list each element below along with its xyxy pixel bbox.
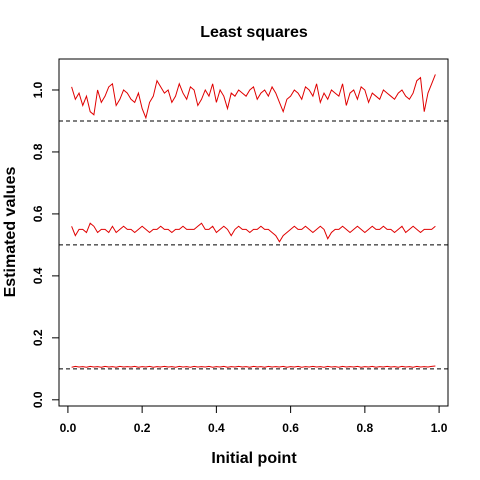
series-line-0 [71, 74, 436, 120]
x-tick-label: 0.0 [60, 421, 77, 435]
series-line-1 [71, 222, 436, 243]
x-tick-label: 0.2 [134, 421, 151, 435]
y-tick-label: 0.8 [31, 143, 45, 160]
chart-title: Least squares [200, 24, 308, 41]
y-tick-label: 0.2 [31, 329, 45, 346]
series-line-2 [71, 365, 436, 368]
y-tick-label: 1.0 [31, 81, 45, 98]
x-tick-label: 1.0 [431, 421, 448, 435]
x-axis: 0.0 0.2 0.4 0.6 0.8 1.0 [60, 405, 448, 435]
y-axis: 0.0 0.2 0.4 0.6 0.8 1.0 [31, 81, 60, 408]
x-tick-label: 0.8 [357, 421, 374, 435]
x-axis-label: Initial point [211, 450, 297, 467]
x-tick-label: 0.4 [208, 421, 225, 435]
y-tick-label: 0.0 [31, 391, 45, 408]
y-tick-label: 0.6 [31, 205, 45, 222]
x-tick-label: 0.6 [282, 421, 299, 435]
y-axis-label: Estimated values [2, 167, 19, 298]
plot-frame [58, 58, 449, 407]
reference-lines [59, 120, 448, 370]
y-tick-label: 0.4 [31, 267, 45, 284]
data-series [71, 74, 436, 368]
